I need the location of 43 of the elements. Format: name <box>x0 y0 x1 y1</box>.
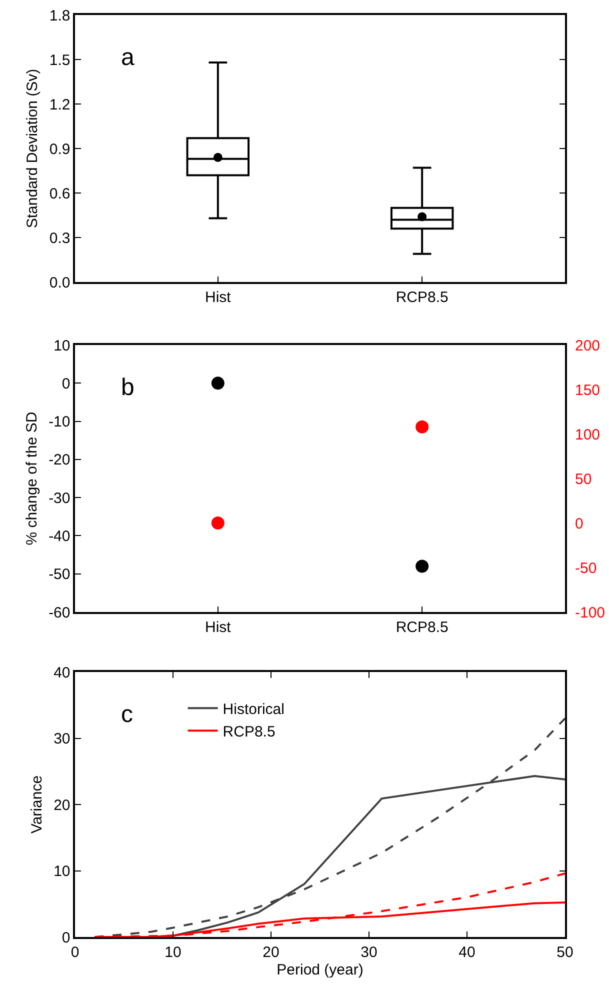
y2-tick-label: 0 <box>575 515 584 532</box>
annotation: a <box>121 44 135 71</box>
y-tick-label: -20 <box>48 452 70 469</box>
y-tick-label: -60 <box>48 604 70 622</box>
annotation: c <box>121 701 133 728</box>
y-tick-label: 1.5 <box>49 52 70 69</box>
x-tick-label: Hist <box>205 618 232 636</box>
y-tick-label: -10 <box>48 414 70 431</box>
annotation: b <box>121 374 134 401</box>
x-tick-label: 10 <box>164 944 182 961</box>
y-axis-title: Variance <box>28 775 46 834</box>
x-tick-label: 30 <box>360 944 378 961</box>
x-tick-label: Hist <box>205 288 232 306</box>
x-axis-title: Period (year) <box>276 961 364 978</box>
y-tick-label: 1.8 <box>49 7 70 24</box>
y-tick-label: 40 <box>54 664 70 682</box>
y-tick-label: 0.0 <box>49 274 70 292</box>
y2-tick-label: -50 <box>575 560 597 577</box>
y-tick-label: 0 <box>62 375 70 392</box>
y-tick-label: 1.2 <box>49 96 70 114</box>
y-tick-label: 20 <box>54 796 70 814</box>
legend-label: RCP8.5 <box>222 723 276 740</box>
x-tick-label: 20 <box>262 944 280 961</box>
y-axis-title: % change of the SD <box>23 412 40 546</box>
y-tick-label: 10 <box>54 337 70 354</box>
y2-tick-label: 200 <box>575 337 600 354</box>
y-tick-label: 0 <box>62 929 70 946</box>
y-tick-label: 0.6 <box>49 185 70 202</box>
y-tick-label: -30 <box>48 490 70 507</box>
y-tick-label: -40 <box>48 528 70 545</box>
y2-tick-label: 50 <box>575 470 592 488</box>
x-tick-label: 40 <box>458 944 476 961</box>
y-axis-title: Standard Deviation (Sv) <box>24 68 42 228</box>
y2-tick-label: 100 <box>575 426 600 444</box>
y-tick-label: 30 <box>54 730 70 748</box>
legend-label: Historical <box>222 700 284 718</box>
y-tick-label: 10 <box>54 863 70 880</box>
y-tick-label: 0.9 <box>49 140 70 158</box>
y-tick-label: -50 <box>48 566 70 584</box>
y-tick-label: 0.3 <box>49 230 70 247</box>
y2-tick-label: -100 <box>575 604 606 622</box>
x-tick-label: 50 <box>556 944 574 961</box>
y2-tick-label: 150 <box>575 382 600 399</box>
